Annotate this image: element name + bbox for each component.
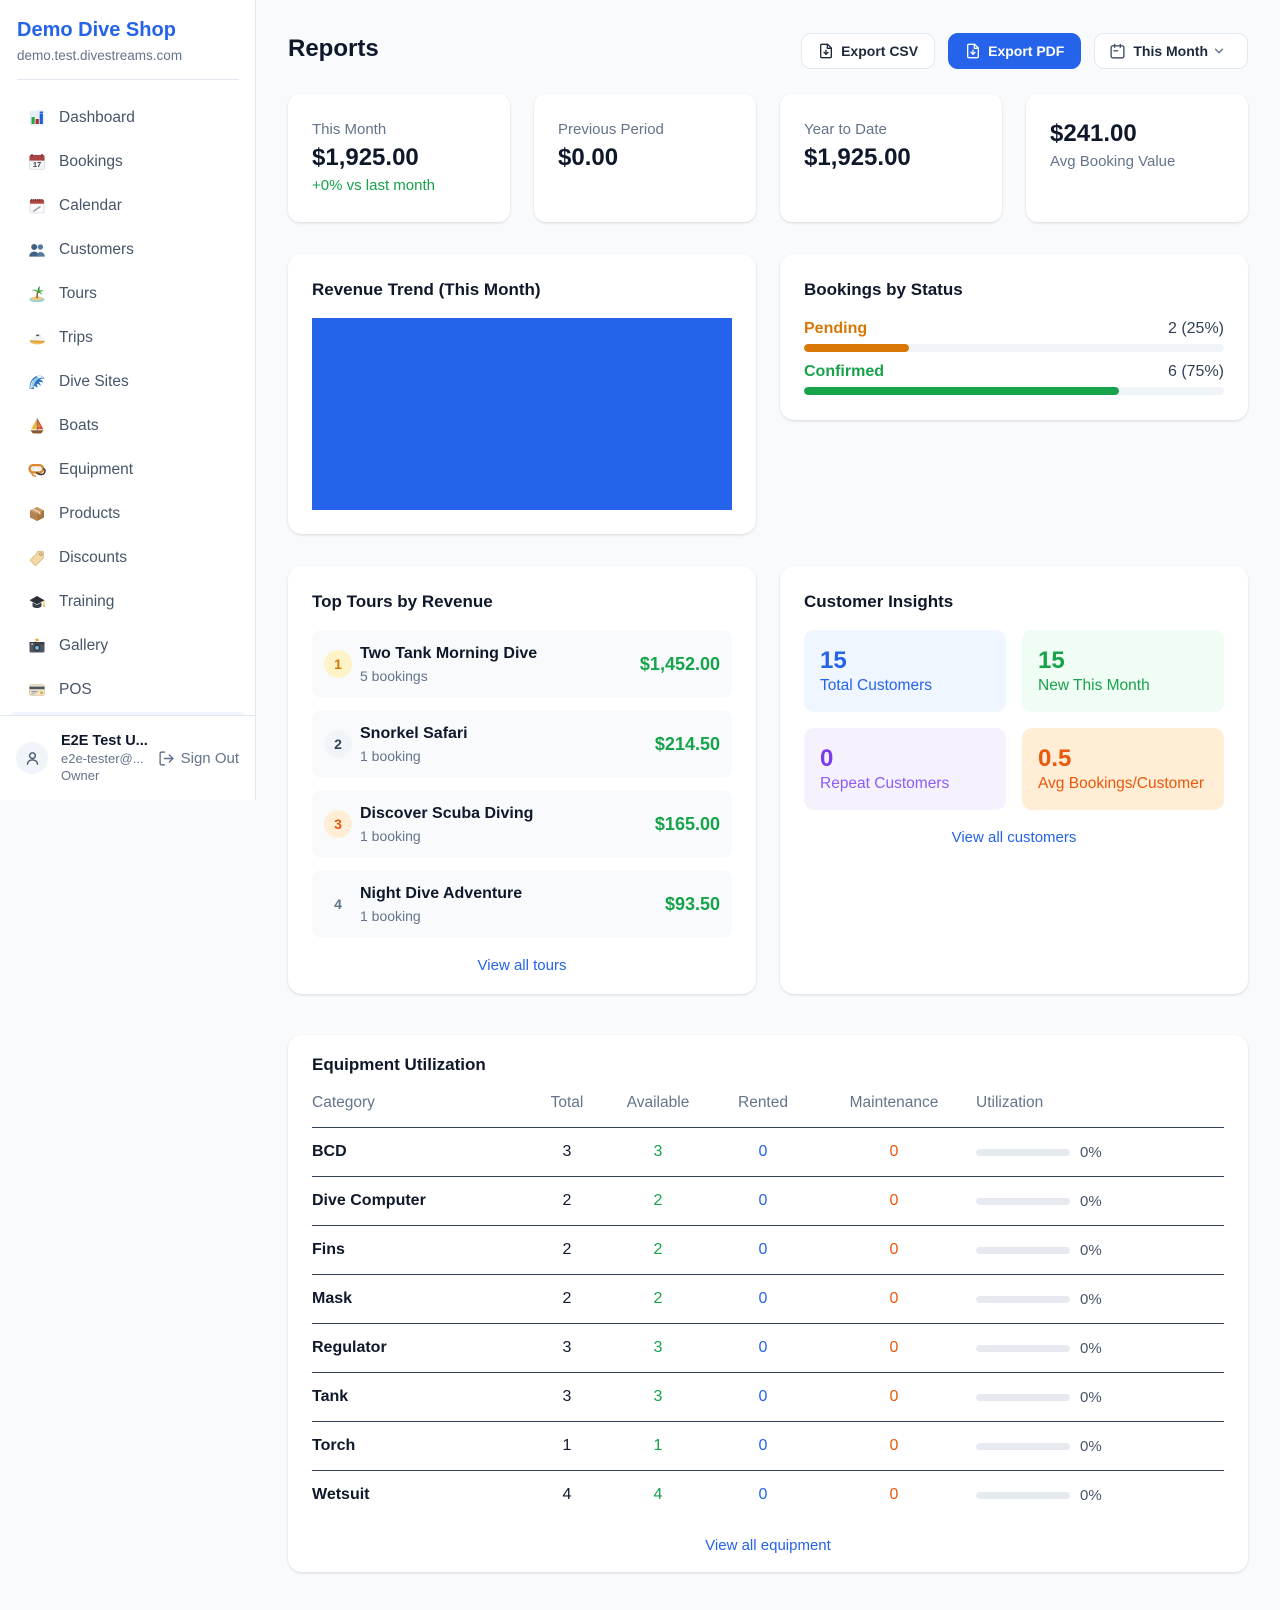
svg-text:17: 17	[33, 160, 41, 169]
